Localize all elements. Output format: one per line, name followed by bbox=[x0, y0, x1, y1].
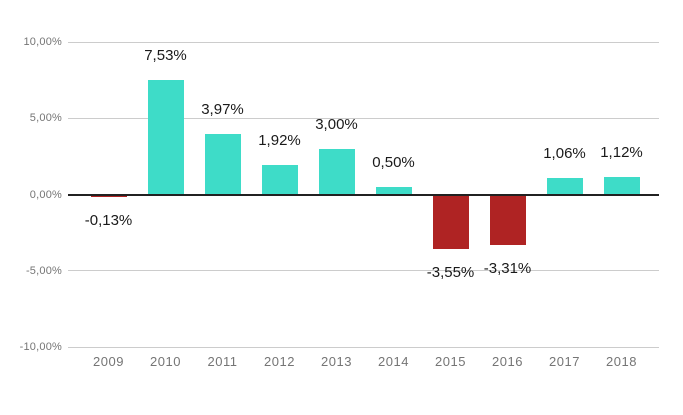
x-axis-label-2015: 2015 bbox=[435, 354, 466, 369]
y-axis-tick-label: 0,00% bbox=[29, 188, 62, 201]
bar-value-label: 1,12% bbox=[600, 144, 643, 162]
y-axis-tick-label: -10,00% bbox=[19, 341, 62, 353]
bar-value-label: -3,31% bbox=[483, 259, 532, 277]
bar-value-label: 1,06% bbox=[543, 145, 586, 163]
bar-value-label: -3,55% bbox=[426, 263, 475, 281]
bar-2015[interactable] bbox=[432, 194, 469, 249]
x-axis-label-2014: 2014 bbox=[378, 354, 409, 369]
y-axis-tick-label: -5,00% bbox=[25, 264, 62, 277]
bar-value-label: 3,97% bbox=[201, 100, 244, 118]
bar-2011[interactable] bbox=[204, 133, 241, 195]
gridline bbox=[68, 346, 659, 348]
gridline bbox=[68, 117, 659, 119]
bar-value-label: 7,53% bbox=[144, 46, 187, 64]
x-axis-label-2010: 2010 bbox=[150, 354, 181, 369]
bar-value-label: 0,50% bbox=[372, 153, 415, 171]
bar-value-label: 3,00% bbox=[315, 115, 358, 133]
bar-2009[interactable] bbox=[90, 194, 127, 197]
bar-2013[interactable] bbox=[318, 148, 355, 195]
bar-2014[interactable] bbox=[375, 186, 412, 195]
gridline bbox=[68, 41, 659, 43]
bar-2018[interactable] bbox=[603, 177, 640, 195]
gridline bbox=[68, 270, 659, 272]
x-axis-label-2012: 2012 bbox=[264, 354, 295, 369]
bar-value-label: 1,92% bbox=[258, 132, 301, 150]
x-axis-label-2009: 2009 bbox=[93, 354, 124, 369]
y-axis-tick-label: 5,00% bbox=[29, 112, 62, 125]
x-axis-label-2013: 2013 bbox=[321, 354, 352, 369]
bar-value-label: -0,13% bbox=[84, 211, 133, 229]
bar-2010[interactable] bbox=[147, 79, 184, 195]
y-axis-tick-label: 10,00% bbox=[23, 36, 62, 48]
x-axis-label-2011: 2011 bbox=[207, 354, 238, 369]
bar-2012[interactable] bbox=[261, 165, 298, 195]
x-axis-baseline bbox=[68, 193, 659, 196]
x-axis-label-2018: 2018 bbox=[606, 354, 637, 369]
x-axis-label-2016: 2016 bbox=[492, 354, 523, 369]
x-axis-label-2017: 2017 bbox=[549, 354, 580, 369]
bar-2017[interactable] bbox=[546, 178, 583, 195]
bar-2016[interactable] bbox=[489, 194, 526, 245]
